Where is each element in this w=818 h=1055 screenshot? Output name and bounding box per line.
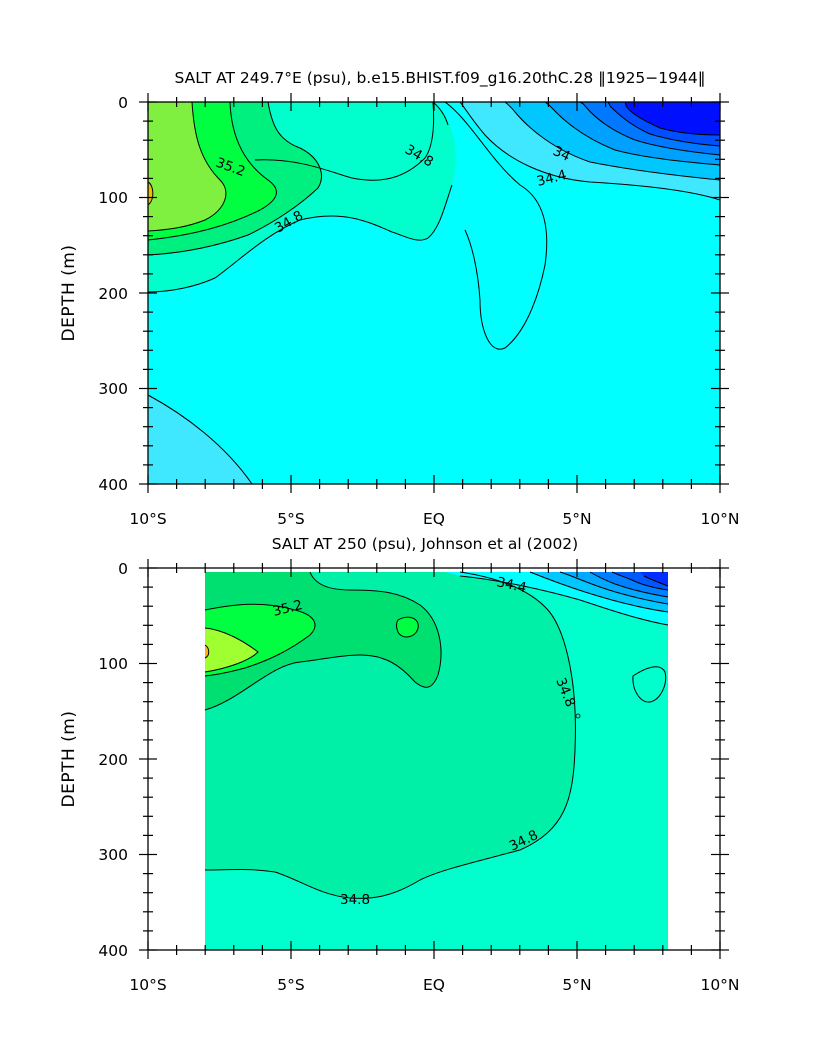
panel-2-title: SALT AT 250 (psu), Johnson et al (2002): [272, 535, 578, 553]
p1-y-tick-label: 300: [98, 380, 128, 398]
p1-fill-33.4: [625, 102, 720, 135]
p2-contour-line: [204, 571, 442, 711]
p2-contour-line: [589, 571, 669, 598]
p2-contour-line: [459, 575, 669, 626]
p1-y-tick-label: 400: [98, 476, 128, 494]
p1-fill-deep-low: [148, 395, 252, 484]
panel-1: SALT AT 249.7°E (psu), b.e15.BHIST.f09_g…: [59, 69, 740, 528]
p1-contour-label: 34: [550, 143, 572, 165]
p1-axis-ticks: [139, 93, 729, 493]
p2-y-tick-label: 400: [98, 942, 128, 960]
panel-1-title: SALT AT 249.7°E (psu), b.e15.BHIST.f09_g…: [175, 69, 706, 88]
p2-contour-line: [529, 571, 669, 613]
p1-contour-line: [624, 102, 720, 136]
p2-fill-35.4: [205, 628, 258, 672]
p2-contour-line: [204, 571, 576, 899]
p1-x-tick-label: EQ: [423, 510, 445, 528]
p2-y-tick-label: 100: [98, 655, 128, 673]
p1-x-tick-label: 10°S: [129, 510, 166, 528]
p2-fill-33.4: [640, 572, 668, 586]
p1-contour-line: [504, 102, 720, 181]
p1-x-tick-label: 5°S: [277, 510, 304, 528]
p1-contour-line: [444, 102, 548, 350]
panel-2: SALT AT 250 (psu), Johnson et al (2002): [59, 535, 740, 994]
p1-contour-line: [459, 102, 720, 201]
p1-contour-line: [148, 102, 277, 241]
p2-contour-line: [396, 616, 419, 638]
p2-y-tick-label: 200: [98, 751, 128, 769]
p2-axis-ticks: [139, 559, 729, 959]
p2-contour-line: [204, 603, 316, 677]
p2-x-tick-label: 10°N: [700, 976, 739, 994]
p2-contour-label: 34.8: [340, 892, 370, 908]
p1-x-tick-label: 5°N: [562, 510, 591, 528]
p2-contour-line: [204, 627, 259, 673]
p1-contour-line: [544, 102, 720, 166]
p2-fill-island: [632, 666, 666, 703]
panel-1-contour-fill: 35.2 34.8 34.8 34 34.4: [148, 102, 720, 484]
p2-contour-line: [575, 713, 581, 719]
p2-y-axis-label: DEPTH (m): [59, 711, 79, 808]
p2-contour-label: 35.2: [271, 597, 304, 620]
p1-contour-line: [148, 394, 253, 484]
panel-2-contour-fill: 35.2 34.4 34.8 34.8 34.8: [204, 571, 669, 950]
p2-y-tick-label: 0: [118, 560, 128, 578]
p1-contour-line: [148, 102, 227, 232]
p2-x-tick-label: 10°S: [129, 976, 166, 994]
p1-contour-line: [148, 102, 453, 293]
p1-contour-line: [148, 102, 322, 256]
p1-contour-line: [148, 181, 154, 206]
p1-y-tick-label: 200: [98, 285, 128, 303]
p2-contour-line: [204, 644, 210, 659]
p2-contour-line: [611, 571, 669, 591]
p2-contour-line: [632, 666, 667, 703]
p2-contour-line: [559, 571, 669, 605]
p1-fill-35.4: [148, 102, 226, 231]
p2-contour-line: [643, 575, 669, 587]
p2-contour-label: 34.4: [495, 574, 528, 596]
p1-y-tick-label: 0: [118, 94, 128, 112]
p2-x-tick-label: 5°S: [277, 976, 304, 994]
p2-x-tick-label: 5°N: [562, 976, 591, 994]
p1-contour-line: [254, 102, 435, 181]
p1-contour-line: [579, 102, 720, 156]
p1-contour-label: 34.4: [535, 167, 568, 190]
p1-y-axis-label: DEPTH (m): [59, 245, 79, 342]
p2-fill-35.2-blob: [396, 617, 419, 637]
p2-y-tick-label: 300: [98, 846, 128, 864]
p1-contour-line: [607, 102, 720, 147]
p2-x-tick-label: EQ: [423, 976, 445, 994]
p1-x-tick-label: 10°N: [700, 510, 739, 528]
p1-y-tick-label: 100: [98, 189, 128, 207]
